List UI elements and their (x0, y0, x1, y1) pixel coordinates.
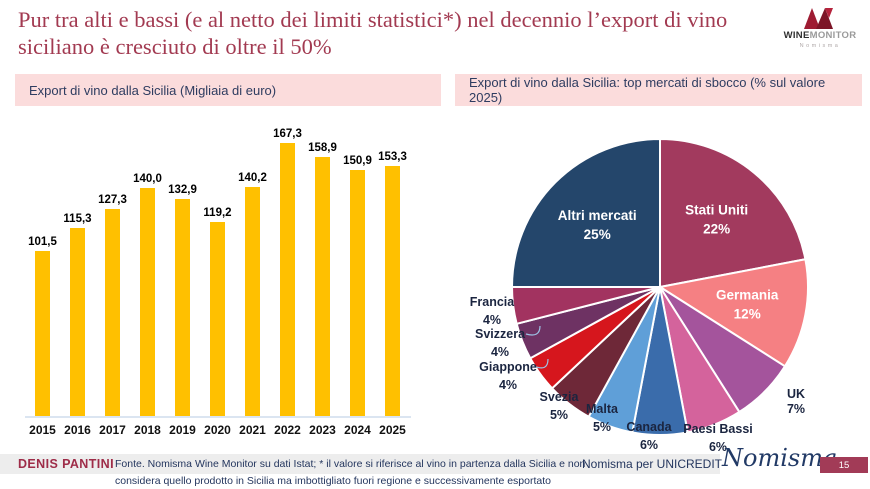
pie-label-percent-svizzera: 4% (491, 345, 509, 359)
nomisma-script-logo: Nomisma (722, 444, 838, 472)
bar (210, 222, 225, 416)
x-axis-year-label: 2016 (64, 423, 91, 437)
bar-column: 101,5 (25, 236, 60, 416)
bar (140, 188, 155, 416)
bar (315, 157, 330, 416)
bar-value-label: 158,9 (308, 142, 337, 154)
connector-svizzera (525, 325, 541, 336)
pie-label-name-germania: Germania (716, 288, 779, 303)
pie-label-percent-stati-uniti: 22% (703, 222, 730, 237)
bar-value-label: 153,3 (378, 151, 407, 163)
bar-chart-header: Export di vino dalla Sicilia (Migliaia d… (15, 74, 441, 106)
bar (385, 166, 400, 416)
pie-label-name-svizzera: Svizzera (475, 327, 526, 341)
pie-label-name-altri-mercati: Altri mercati (558, 208, 637, 223)
bar-chart-title: Export di vino dalla Sicilia (Migliaia d… (29, 82, 277, 98)
pie-label-name-stati-uniti: Stati Uniti (685, 203, 748, 218)
bar-column: 132,9 (165, 184, 200, 416)
connector-giappone (533, 358, 549, 369)
bar-column: 119,2 (200, 207, 235, 416)
winemonitor-wordmark: WINEMONITOR (783, 30, 857, 41)
author-name: DENIS PANTINI (18, 457, 114, 471)
x-axis-year-label: 2021 (239, 423, 266, 437)
pie-slice-stati-uniti (659, 138, 807, 288)
winemonitor-logo: WINEMONITOR Nomisma (776, 8, 864, 49)
x-axis-year-label: 2022 (274, 423, 301, 437)
bar-column: 158,9 (305, 142, 340, 416)
bar-value-label: 127,3 (98, 194, 127, 206)
bar-value-label: 150,9 (343, 155, 372, 167)
bar-value-label: 115,3 (63, 213, 92, 225)
pie-chart: Stati Uniti 22% Germania 12% UK 7% Paesi Bassi… (440, 112, 870, 460)
x-axis-year-label: 2019 (169, 423, 196, 437)
pie-slice-altri-mercati (511, 138, 661, 288)
pie-label-name-svezia: Svezia (540, 390, 580, 404)
pie-label-name-malta: Malta (586, 402, 619, 416)
x-axis-year-label: 2020 (204, 423, 231, 437)
bar-column: 115,3 (60, 213, 95, 416)
pie-label-percent-canada: 6% (640, 438, 658, 452)
pie-label-name-canada: Canada (626, 420, 672, 434)
pie-label-name-giappone: Giappone (479, 360, 537, 374)
pie-chart-header: Export di vino dalla Sicilia: top mercat… (455, 74, 862, 106)
pie-label-name-uk: UK (787, 387, 805, 401)
bar (105, 209, 120, 416)
x-axis-year-label: 2018 (134, 423, 161, 437)
pie-label-percent-malta: 5% (593, 420, 611, 434)
bar-column: 140,0 (130, 173, 165, 416)
bar-value-label: 132,9 (168, 184, 197, 196)
bar (70, 228, 85, 416)
winemonitor-mark-icon (804, 8, 833, 29)
x-axis-year-label: 2024 (344, 423, 371, 437)
bar (350, 170, 365, 416)
source-note-line1: Fonte. Nomisma Wine Monitor su dati Ista… (115, 458, 586, 470)
x-axis-year-label: 2017 (99, 423, 126, 437)
client-credit: Nomisma per UNICREDIT (582, 457, 723, 471)
pie-label-percent-altri-mercati: 25% (584, 227, 611, 242)
footer-band (0, 454, 720, 474)
bar (245, 187, 260, 416)
bar (35, 251, 50, 416)
pie-label-percent-svezia: 5% (550, 408, 568, 422)
bar-column: 167,3 (270, 128, 305, 416)
bar (175, 199, 190, 416)
pie-label-name-paesi-bassi: Paesi Bassi (683, 422, 753, 436)
bar-chart-x-axis: 2015 2016 2017 2018 2019 2020 2021 2022 2023 2024… (25, 423, 411, 437)
bar-chart-plot-area: 101,5 115,3 127,3 140,0 132,9 119,2 140,2 167,3… (25, 120, 411, 418)
pie-label-percent-francia: 4% (483, 313, 501, 327)
slide-title: Pur tra alti e bassi (e al netto dei lim… (18, 7, 728, 59)
pie-label-percent-paesi-bassi: 6% (709, 440, 727, 454)
pie-chart-svg: Stati Uniti 22% Germania 12% UK7% Paesi Bassi… (470, 138, 809, 454)
bar-value-label: 101,5 (28, 236, 57, 248)
pie-slice-germania (659, 258, 809, 368)
pie-chart-title: Export di vino dalla Sicilia: top mercat… (469, 75, 826, 105)
bar-column: 153,3 (375, 151, 410, 416)
bar-column: 150,9 (340, 155, 375, 416)
bar-value-label: 140,2 (238, 172, 267, 184)
bar-column: 140,2 (235, 172, 270, 416)
bar-value-label: 140,0 (133, 173, 162, 185)
bar-value-label: 167,3 (273, 128, 302, 140)
winemonitor-subtext: Nomisma (799, 43, 841, 49)
x-axis-year-label: 2023 (309, 423, 336, 437)
x-axis-year-label: 2025 (379, 423, 406, 437)
x-axis-year-label: 2015 (29, 423, 56, 437)
pie-label-percent-giappone: 4% (499, 378, 517, 392)
source-note-line2: considera quello prodotto in Sicilia ma … (115, 475, 551, 487)
bar-value-label: 119,2 (203, 207, 232, 219)
bar (280, 143, 295, 416)
pie-label-name-francia: Francia (470, 295, 516, 309)
pie-label-percent-uk: 7% (787, 402, 805, 416)
page-number-badge: 15 (820, 457, 868, 473)
bar-column: 127,3 (95, 194, 130, 416)
bar-chart: 101,5 115,3 127,3 140,0 132,9 119,2 140,2 167,3… (25, 120, 411, 437)
pie-label-percent-germania: 12% (734, 307, 761, 322)
